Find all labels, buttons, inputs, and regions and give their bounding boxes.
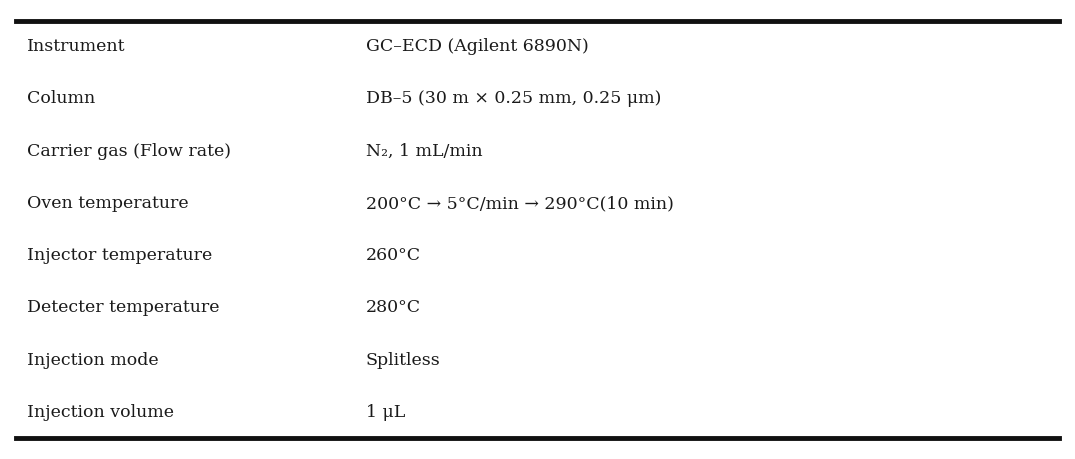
Text: 260°C: 260°C [366,247,420,264]
Text: DB–5 (30 m × 0.25 mm, 0.25 μm): DB–5 (30 m × 0.25 mm, 0.25 μm) [366,90,661,107]
Text: GC–ECD (Agilent 6890N): GC–ECD (Agilent 6890N) [366,38,588,55]
Text: Instrument: Instrument [27,38,126,55]
Text: Injection volume: Injection volume [27,404,174,421]
Text: N₂, 1 mL/min: N₂, 1 mL/min [366,143,482,160]
Text: Injector temperature: Injector temperature [27,247,212,264]
Text: Column: Column [27,90,95,107]
Text: Detecter temperature: Detecter temperature [27,299,219,316]
Text: 280°C: 280°C [366,299,420,316]
Text: Injection mode: Injection mode [27,352,158,369]
Text: 1 μL: 1 μL [366,404,405,421]
Text: Oven temperature: Oven temperature [27,195,188,212]
Text: 200°C → 5°C/min → 290°C(10 min): 200°C → 5°C/min → 290°C(10 min) [366,195,673,212]
Text: Carrier gas (Flow rate): Carrier gas (Flow rate) [27,143,231,160]
Text: Splitless: Splitless [366,352,441,369]
